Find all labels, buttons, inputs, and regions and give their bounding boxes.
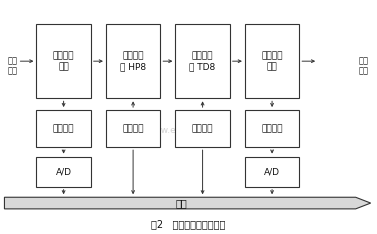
Bar: [36, 24, 91, 98]
Bar: [245, 24, 299, 98]
Text: 总线: 总线: [175, 198, 187, 208]
Bar: [106, 110, 160, 147]
Text: 电压调整: 电压调整: [53, 124, 74, 133]
Text: A/D: A/D: [264, 167, 280, 176]
Text: 低通滤波
器 TD8: 低通滤波 器 TD8: [190, 51, 216, 71]
Text: 模拟开关: 模拟开关: [123, 124, 144, 133]
Text: 模拟开关: 模拟开关: [192, 124, 213, 133]
Text: A/D: A/D: [56, 167, 72, 176]
Text: www.elecfans.com: www.elecfans.com: [146, 126, 231, 135]
Bar: [245, 157, 299, 187]
Bar: [106, 24, 160, 98]
Text: 输入
电路: 输入 电路: [8, 56, 18, 76]
Text: 高通滤波
器 HP8: 高通滤波 器 HP8: [120, 51, 146, 71]
Polygon shape: [5, 197, 371, 209]
Text: 后置放大
电路: 后置放大 电路: [261, 51, 283, 71]
Bar: [175, 110, 230, 147]
Bar: [36, 157, 91, 187]
Text: 输出
电路: 输出 电路: [358, 56, 368, 76]
Bar: [245, 110, 299, 147]
Text: 前置放大
电路: 前置放大 电路: [53, 51, 74, 71]
Text: 图2   滤波器模块工作框图: 图2 滤波器模块工作框图: [151, 219, 226, 229]
Text: 电压调整: 电压调整: [261, 124, 283, 133]
Bar: [175, 24, 230, 98]
Bar: [36, 110, 91, 147]
